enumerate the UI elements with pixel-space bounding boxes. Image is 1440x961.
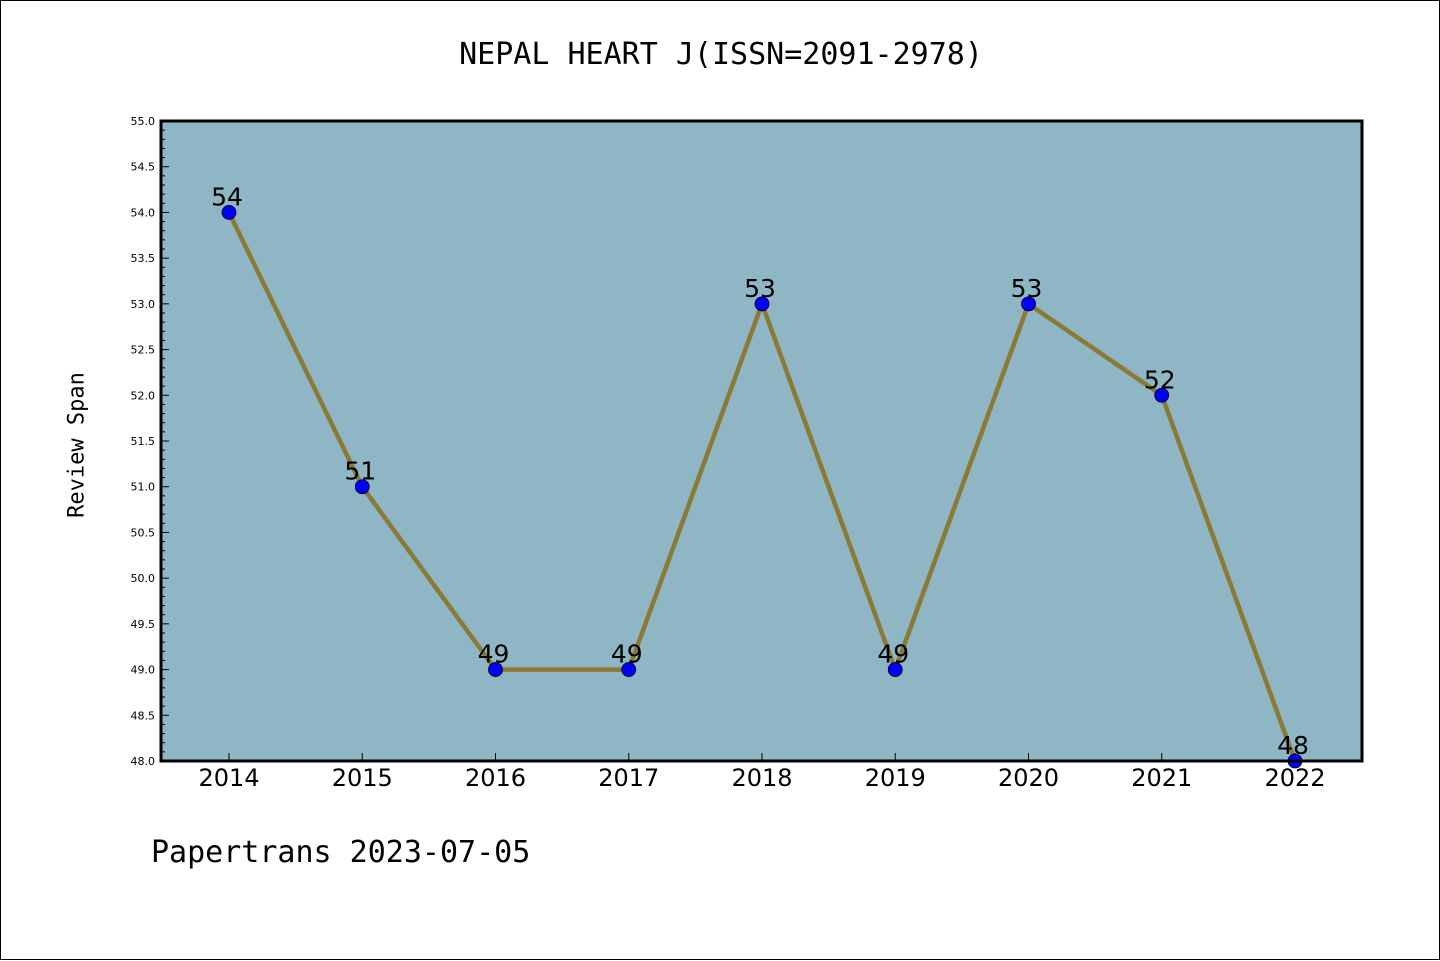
x-tick-label: 2022 [1264, 764, 1325, 792]
y-tick-label: 54.5 [131, 161, 156, 174]
data-point [887, 662, 903, 677]
chart-title: NEPAL HEART J(ISSN=2091-2978) [459, 37, 983, 72]
x-tick-label: 2018 [731, 764, 792, 792]
y-tick-label: 53.0 [131, 298, 156, 311]
x-tick-label: 2017 [598, 764, 659, 792]
plot-background [161, 121, 1362, 761]
data-point [221, 205, 237, 220]
x-tick-label: 2021 [1131, 764, 1192, 792]
x-tick-label: 2016 [465, 764, 526, 792]
y-tick-label: 48.0 [131, 755, 156, 768]
data-point [354, 479, 370, 495]
data-label: 53 [1011, 274, 1043, 303]
data-label: 49 [478, 640, 510, 669]
data-label: 51 [344, 457, 376, 486]
data-point [754, 296, 770, 312]
y-tick-label: 50.5 [131, 526, 156, 539]
data-label: 53 [744, 274, 776, 303]
x-tick-label: 2014 [198, 764, 259, 792]
x-tick-label: 2019 [865, 764, 926, 792]
y-tick-label: 49.5 [131, 618, 156, 631]
data-label: 54 [211, 182, 243, 211]
data-label: 49 [611, 640, 643, 669]
data-point [488, 662, 503, 677]
data-label: 49 [877, 640, 909, 669]
x-tick-label: 2015 [332, 764, 393, 792]
y-tick-label: 54.0 [131, 206, 156, 219]
y-tick-label: 48.5 [131, 709, 156, 722]
data-point [1021, 296, 1036, 312]
y-tick-label: 53.5 [131, 252, 156, 265]
y-tick-label: 50.0 [131, 572, 156, 585]
data-point [621, 662, 637, 677]
footer-text: Papertrans 2023-07-05 [151, 835, 531, 870]
data-label: 52 [1144, 365, 1176, 394]
plot-border [159, 119, 1364, 763]
y-tick-label: 49.0 [131, 664, 156, 677]
y-tick-label: 55.0 [131, 115, 156, 128]
y-tick-label: 51.5 [131, 435, 156, 448]
data-point [1154, 387, 1170, 403]
y-tick-label: 52.0 [131, 389, 156, 402]
y-tick-label: 51.0 [131, 481, 156, 494]
data-label: 48 [1277, 731, 1309, 760]
y-tick-label: 52.5 [131, 344, 156, 357]
x-tick-label: 2020 [998, 764, 1059, 792]
